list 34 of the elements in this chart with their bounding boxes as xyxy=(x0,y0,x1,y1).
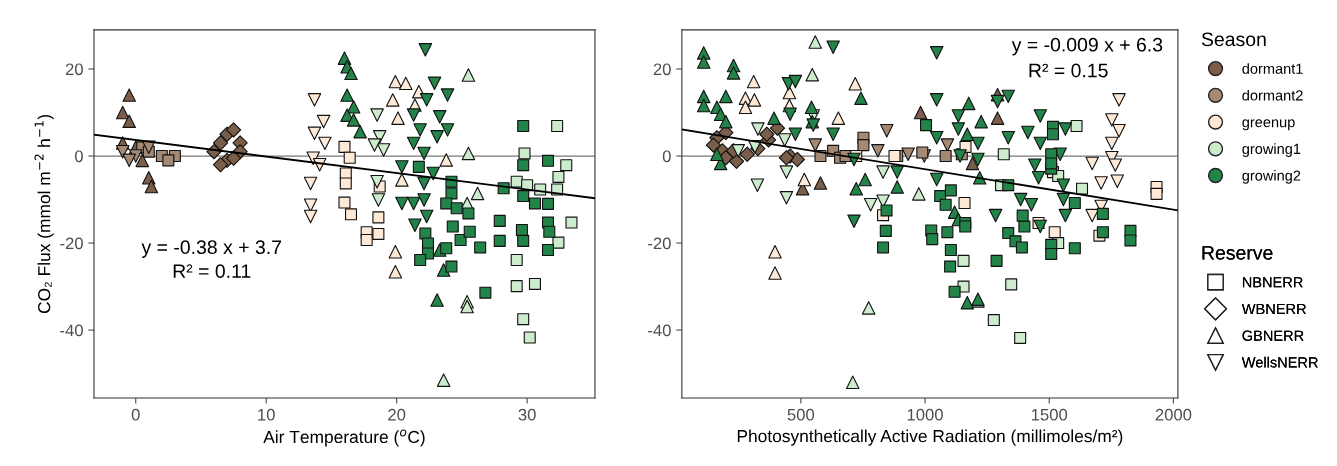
y-tick-label: 0 xyxy=(662,150,671,163)
y-tick-label: 20 xyxy=(653,63,671,76)
legend-label: dormant2 xyxy=(1242,89,1303,101)
y-tick-label: -40 xyxy=(60,324,83,337)
legend-label: WBNERR xyxy=(1241,303,1306,314)
y-axis-title: CO₂ Flux (mmol m$^{−2}$ h$^{−1}$) xyxy=(34,114,54,314)
legend-label: growing1 xyxy=(1242,143,1301,157)
legend-label: GBNERR xyxy=(1242,330,1304,341)
x-tick-label: 1000 xyxy=(907,408,943,421)
legend-label: WellsNERR xyxy=(1241,356,1318,368)
annotation: y = -0.009 x + 6.3 xyxy=(1011,37,1163,56)
x-tick-label: 10 xyxy=(258,408,275,421)
x-tick-label: 1500 xyxy=(1031,408,1068,421)
legend-label: NBNERR xyxy=(1242,277,1303,288)
y-tick-label: 20 xyxy=(65,63,83,76)
x-tick-label: 500 xyxy=(787,408,815,421)
annotation: R² = 0.11 xyxy=(173,264,251,279)
x-tick-label: 20 xyxy=(388,408,406,421)
y-tick-label: -20 xyxy=(60,237,83,250)
annotation: y = -0.38 x + 3.7 xyxy=(141,240,281,258)
x-axis-title: Air Temperature ($^{o}$C) xyxy=(263,429,425,447)
x-tick-label: 2000 xyxy=(1155,408,1192,421)
y-tick-label: -20 xyxy=(648,237,671,250)
x-tick-label: 0 xyxy=(131,408,140,421)
x-tick-label: 30 xyxy=(518,408,536,421)
y-tick-label: -40 xyxy=(648,324,671,337)
legend-label: dormant1 xyxy=(1242,63,1303,74)
legend-label: greenup xyxy=(1242,119,1295,131)
x-axis-title: Photosynthetically Active Radiation (millimoles/m²) xyxy=(737,429,1123,446)
text: Reserve xyxy=(1202,246,1273,260)
y-tick-label: 0 xyxy=(74,150,83,163)
legend-label: growing2 xyxy=(1242,170,1301,184)
annotation: R² = 0.15 xyxy=(1029,63,1108,78)
text: Season xyxy=(1201,32,1266,47)
